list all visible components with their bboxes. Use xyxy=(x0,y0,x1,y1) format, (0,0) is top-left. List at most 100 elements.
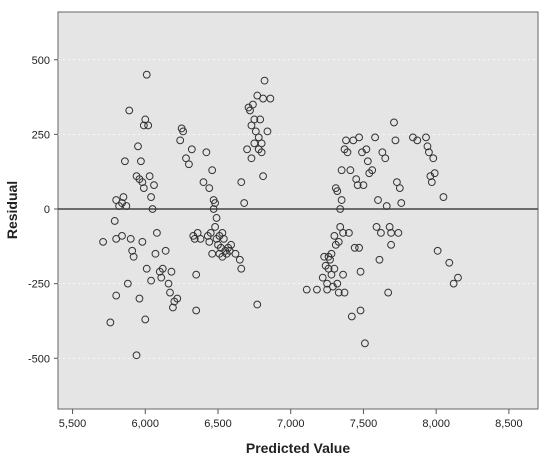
data-point xyxy=(118,231,126,240)
data-point xyxy=(147,193,155,201)
data-point xyxy=(339,270,347,279)
data-point xyxy=(375,255,384,264)
data-point xyxy=(371,133,379,142)
data-point xyxy=(179,127,187,136)
data-point xyxy=(368,166,377,175)
data-point xyxy=(144,121,153,130)
data-point xyxy=(337,166,346,175)
x-tick-label: 6,500 xyxy=(204,418,232,430)
data-point xyxy=(119,193,128,201)
data-point xyxy=(257,139,266,148)
data-point xyxy=(192,270,201,279)
data-point xyxy=(330,264,339,273)
data-point xyxy=(377,228,385,237)
data-point xyxy=(355,133,363,142)
data-point xyxy=(218,228,227,237)
data-point xyxy=(138,237,147,246)
data-point xyxy=(433,246,442,255)
data-point xyxy=(337,196,346,204)
data-point xyxy=(345,228,353,237)
data-point xyxy=(359,181,368,190)
data-point xyxy=(394,228,403,237)
data-point xyxy=(142,70,151,79)
data-point xyxy=(333,279,342,288)
data-point xyxy=(425,148,433,157)
data-point xyxy=(99,237,107,246)
data-point xyxy=(176,136,185,145)
data-point xyxy=(429,154,438,163)
data-point xyxy=(208,166,217,175)
data-point xyxy=(352,175,361,184)
data-point xyxy=(445,258,454,267)
y-axis-title: Residual xyxy=(4,181,20,239)
data-point xyxy=(122,202,131,210)
data-point xyxy=(173,294,182,303)
data-point xyxy=(137,157,145,166)
data-point xyxy=(187,145,196,154)
data-point xyxy=(129,252,138,261)
x-tick-label: 5,500 xyxy=(59,418,87,430)
y-axis: -500 -250 0 250 500 xyxy=(28,55,58,365)
data-point xyxy=(153,228,161,237)
data-point xyxy=(112,291,121,300)
data-point xyxy=(150,181,158,190)
data-point xyxy=(205,237,214,246)
data-point xyxy=(240,199,249,207)
y-tick-label: -250 xyxy=(28,279,50,291)
data-point xyxy=(158,264,167,273)
data-point xyxy=(382,202,391,210)
data-point xyxy=(148,205,157,213)
data-point xyxy=(247,154,256,163)
data-point xyxy=(169,303,177,312)
data-point xyxy=(211,199,219,207)
data-point xyxy=(253,300,262,309)
data-point xyxy=(196,234,205,243)
data-point xyxy=(237,178,246,187)
data-point xyxy=(110,217,119,225)
data-point xyxy=(430,169,439,178)
data-point xyxy=(211,223,219,231)
data-point xyxy=(397,199,406,207)
data-point xyxy=(390,118,398,127)
data-point xyxy=(318,273,327,282)
data-point xyxy=(454,273,462,282)
y-tick-label: -500 xyxy=(28,353,50,365)
data-point xyxy=(302,285,311,294)
data-point xyxy=(350,243,359,252)
data-point xyxy=(439,193,448,201)
data-point xyxy=(263,127,272,136)
data-point xyxy=(361,339,369,348)
data-points xyxy=(99,70,462,360)
data-point xyxy=(330,231,339,240)
data-point xyxy=(372,223,381,231)
data-point xyxy=(164,279,173,288)
data-point xyxy=(346,166,355,175)
data-point xyxy=(381,154,390,163)
data-point xyxy=(250,115,259,124)
data-point xyxy=(135,294,144,303)
data-point xyxy=(219,234,228,243)
data-point xyxy=(363,157,372,166)
data-point xyxy=(347,312,356,321)
data-point xyxy=(227,240,235,249)
data-point xyxy=(138,178,147,187)
data-point xyxy=(151,249,160,258)
data-point xyxy=(212,214,221,222)
x-tick-label: 6,000 xyxy=(132,418,160,430)
data-point xyxy=(134,142,142,151)
data-point xyxy=(243,145,251,154)
data-point xyxy=(166,288,174,297)
data-point xyxy=(266,94,275,103)
data-point xyxy=(249,100,257,109)
data-point xyxy=(209,205,218,213)
data-point xyxy=(449,279,458,288)
data-point xyxy=(202,148,211,157)
data-point xyxy=(374,196,382,204)
x-tick-label: 7,000 xyxy=(277,418,305,430)
data-point xyxy=(132,351,141,360)
data-point xyxy=(326,255,334,264)
data-point xyxy=(235,255,244,264)
data-point xyxy=(427,178,436,187)
data-point xyxy=(126,234,135,243)
